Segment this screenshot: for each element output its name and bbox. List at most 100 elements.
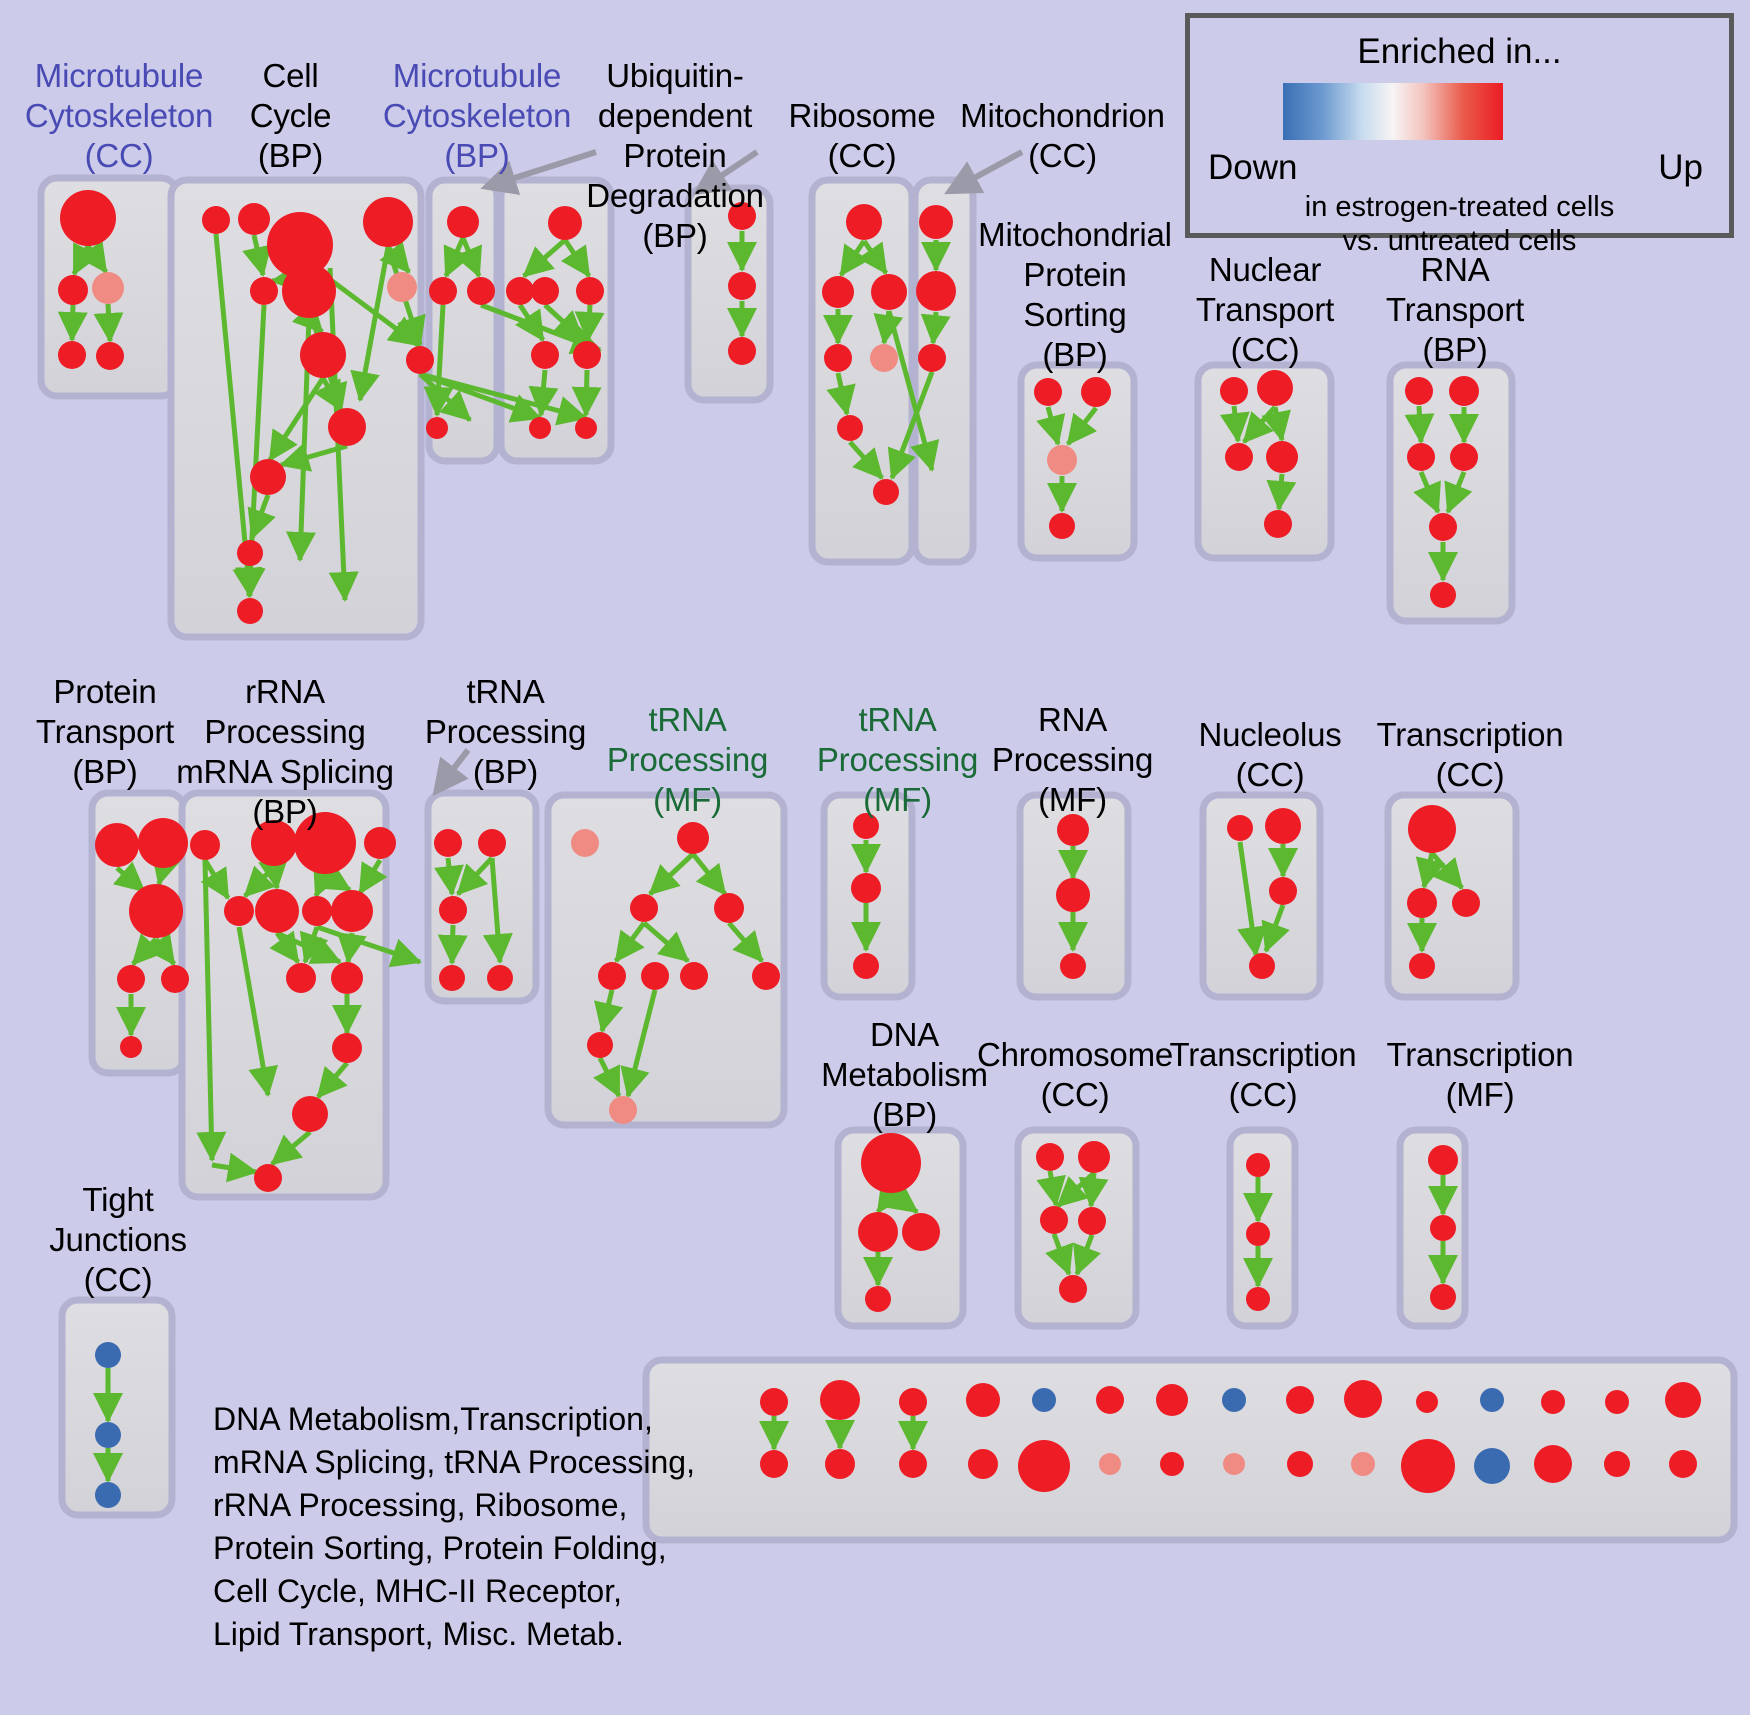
network-node[interactable] (575, 417, 597, 439)
network-node[interactable] (865, 1286, 891, 1312)
network-node[interactable] (1078, 1141, 1110, 1173)
network-node[interactable] (331, 962, 363, 994)
network-node[interactable] (573, 341, 601, 369)
network-node[interactable] (899, 1450, 927, 1478)
network-node[interactable] (1287, 1451, 1313, 1477)
network-node[interactable] (1057, 814, 1089, 846)
network-node[interactable] (238, 203, 270, 235)
network-node[interactable] (254, 1164, 282, 1192)
network-node[interactable] (728, 272, 756, 300)
network-node[interactable] (447, 206, 479, 238)
network-node[interactable] (439, 965, 465, 991)
network-node[interactable] (870, 344, 898, 372)
network-node[interactable] (250, 277, 278, 305)
network-node[interactable] (1407, 888, 1437, 918)
network-node[interactable] (531, 277, 559, 305)
network-node[interactable] (95, 823, 139, 867)
network-node[interactable] (548, 206, 582, 240)
network-node[interactable] (824, 344, 852, 372)
network-node[interactable] (1265, 808, 1301, 844)
network-node[interactable] (190, 830, 220, 860)
network-node[interactable] (1409, 953, 1435, 979)
network-node[interactable] (1474, 1448, 1510, 1484)
network-node[interactable] (752, 962, 780, 990)
network-node[interactable] (851, 873, 881, 903)
network-node[interactable] (292, 1096, 328, 1132)
network-node[interactable] (251, 820, 297, 866)
network-node[interactable] (439, 896, 467, 924)
network-node[interactable] (1266, 441, 1298, 473)
network-node[interactable] (1060, 953, 1086, 979)
network-node[interactable] (58, 275, 88, 305)
network-node[interactable] (363, 197, 413, 247)
network-node[interactable] (1246, 1222, 1270, 1246)
network-node[interactable] (1541, 1390, 1565, 1414)
network-node[interactable] (1078, 1207, 1106, 1235)
network-node[interactable] (714, 893, 744, 923)
network-node[interactable] (1407, 443, 1435, 471)
network-node[interactable] (328, 408, 366, 446)
network-node[interactable] (728, 337, 756, 365)
network-node[interactable] (237, 540, 263, 566)
network-node[interactable] (1034, 378, 1062, 406)
network-node[interactable] (237, 598, 263, 624)
network-node[interactable] (1246, 1287, 1270, 1311)
network-node[interactable] (919, 205, 953, 239)
network-node[interactable] (294, 812, 356, 874)
network-node[interactable] (478, 829, 506, 857)
network-node[interactable] (853, 813, 879, 839)
network-node[interactable] (968, 1449, 998, 1479)
network-node[interactable] (1450, 443, 1478, 471)
network-node[interactable] (1669, 1450, 1697, 1478)
network-node[interactable] (1480, 1388, 1504, 1412)
network-node[interactable] (853, 953, 879, 979)
network-node[interactable] (571, 829, 599, 857)
network-node[interactable] (1018, 1440, 1070, 1492)
network-node[interactable] (966, 1383, 1000, 1417)
network-node[interactable] (60, 190, 116, 246)
network-node[interactable] (680, 962, 708, 990)
network-node[interactable] (1351, 1452, 1375, 1476)
network-node[interactable] (302, 896, 332, 926)
network-node[interactable] (1449, 376, 1479, 406)
network-node[interactable] (1156, 1384, 1188, 1416)
network-node[interactable] (250, 459, 286, 495)
network-node[interactable] (1220, 377, 1248, 405)
network-node[interactable] (1534, 1445, 1572, 1483)
network-node[interactable] (1430, 582, 1456, 608)
network-node[interactable] (286, 963, 316, 993)
network-node[interactable] (202, 206, 230, 234)
network-node[interactable] (506, 277, 534, 305)
network-node[interactable] (129, 884, 183, 938)
network-node[interactable] (1605, 1390, 1629, 1414)
network-node[interactable] (1096, 1386, 1124, 1414)
network-node[interactable] (1264, 510, 1292, 538)
network-node[interactable] (641, 962, 669, 990)
network-node[interactable] (1227, 815, 1253, 841)
network-node[interactable] (1081, 377, 1111, 407)
network-node[interactable] (1036, 1143, 1064, 1171)
network-node[interactable] (677, 822, 709, 854)
network-node[interactable] (255, 889, 299, 933)
network-node[interactable] (1040, 1206, 1068, 1234)
network-node[interactable] (1049, 513, 1075, 539)
network-node[interactable] (96, 342, 124, 370)
network-node[interactable] (429, 277, 457, 305)
network-node[interactable] (1257, 370, 1293, 406)
network-node[interactable] (1344, 1380, 1382, 1418)
network-node[interactable] (1056, 878, 1090, 912)
network-node[interactable] (364, 827, 396, 859)
network-node[interactable] (899, 1388, 927, 1416)
network-node[interactable] (902, 1213, 940, 1251)
network-node[interactable] (918, 344, 946, 372)
network-node[interactable] (760, 1450, 788, 1478)
network-node[interactable] (1416, 1391, 1438, 1413)
network-node[interactable] (846, 204, 882, 240)
network-node[interactable] (822, 276, 854, 308)
network-node[interactable] (1408, 805, 1456, 853)
network-node[interactable] (1401, 1439, 1455, 1493)
network-node[interactable] (332, 1033, 362, 1063)
network-node[interactable] (92, 272, 124, 304)
network-node[interactable] (282, 264, 336, 318)
network-node[interactable] (529, 417, 551, 439)
